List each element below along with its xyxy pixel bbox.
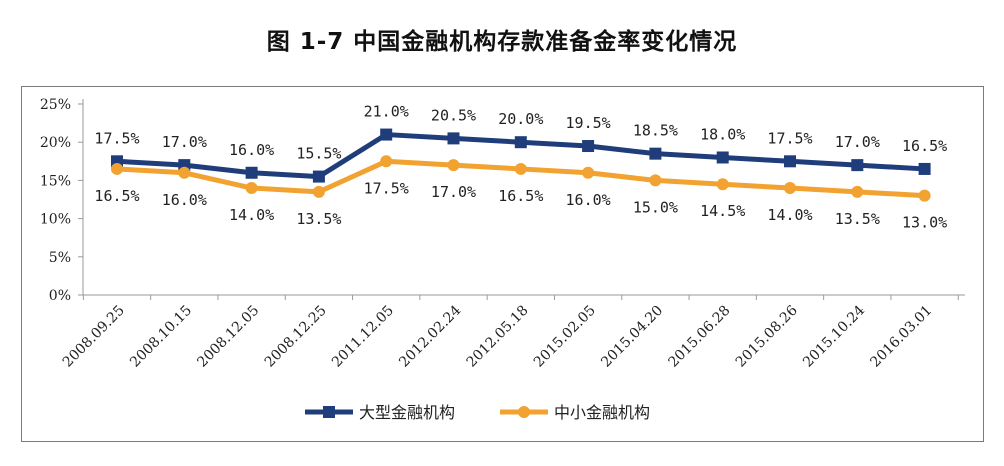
data-label: 16.5% [902, 137, 947, 155]
data-point-small [649, 174, 662, 187]
data-label: 19.5% [566, 114, 611, 132]
data-label: 18.5% [633, 122, 678, 140]
data-point-small [716, 178, 729, 191]
data-label: 16.0% [566, 191, 611, 209]
x-tick-label: 2012.05.18 [464, 303, 532, 371]
y-tick-label: 10% [40, 212, 71, 228]
x-tick-label: 2012.02.24 [396, 302, 464, 370]
data-point-small [111, 162, 123, 175]
legend-label: 大型金融机构 [359, 403, 455, 422]
data-point-small [447, 159, 460, 172]
y-tick-label: 25% [40, 97, 71, 113]
data-label: 14.0% [767, 206, 812, 224]
data-point-large [918, 162, 931, 175]
data-point-large [582, 140, 595, 153]
x-tick-label: 2015.04.20 [598, 303, 666, 371]
data-label: 13.0% [902, 214, 947, 232]
x-tick-label: 2008.12.05 [194, 303, 262, 371]
x-tick-label: 2008.12.25 [262, 303, 330, 371]
data-label: 17.5% [364, 179, 409, 197]
legend-label: 中小金融机构 [554, 403, 650, 422]
data-label: 17.0% [162, 133, 207, 151]
data-label: 15.5% [296, 145, 341, 163]
data-label: 13.5% [835, 210, 880, 228]
x-tick-label: 2016.03.01 [867, 303, 935, 371]
x-tick-label: 2011.12.05 [329, 303, 397, 371]
data-point-large [716, 151, 729, 164]
data-point-large [784, 155, 796, 168]
data-point-large [380, 128, 393, 141]
data-label: 16.0% [229, 141, 274, 159]
data-label: 13.5% [296, 210, 341, 228]
x-tick-label: 2015.08.26 [733, 302, 801, 370]
data-point-large [245, 166, 258, 179]
legend-marker-circle [518, 406, 530, 418]
data-label: 15.0% [633, 198, 678, 216]
x-tick-label: 2008.10.15 [127, 303, 195, 371]
data-point-small [380, 155, 393, 168]
data-label: 17.0% [431, 183, 476, 201]
data-point-small [784, 182, 796, 195]
data-point-large [514, 136, 527, 149]
data-label: 16.5% [498, 187, 543, 205]
x-tick-label: 2015.02.05 [531, 303, 599, 371]
data-point-large [447, 132, 460, 145]
data-label: 17.5% [767, 129, 812, 147]
y-tick-label: 5% [49, 250, 71, 266]
y-tick-label: 20% [40, 135, 71, 151]
chart-title: 图 1-7 中国金融机构存款准备金率变化情况 [266, 29, 738, 55]
data-label: 14.0% [229, 206, 274, 224]
chart-frame [21, 86, 984, 442]
data-label: 18.0% [700, 125, 745, 143]
data-point-small [245, 182, 258, 195]
data-label: 17.5% [94, 129, 139, 147]
data-label: 16.0% [162, 191, 207, 209]
y-tick-label: 15% [40, 173, 71, 189]
data-point-small [918, 189, 931, 202]
data-label: 20.5% [431, 106, 476, 124]
data-label: 14.5% [700, 202, 745, 220]
data-point-small [582, 166, 595, 179]
y-tick-label: 0% [49, 288, 71, 304]
x-tick-label: 2015.10.24 [800, 302, 868, 370]
data-label: 21.0% [364, 103, 409, 121]
data-point-small [312, 185, 325, 198]
data-point-large [312, 170, 325, 183]
data-point-small [851, 185, 864, 198]
data-label: 20.0% [498, 110, 543, 128]
data-label: 16.5% [94, 187, 139, 205]
x-tick-label: 2015.06.28 [666, 303, 734, 371]
legend-marker-square [323, 406, 335, 418]
data-label: 17.0% [835, 133, 880, 151]
x-tick-label: 2008.09.25 [60, 303, 128, 371]
data-point-large [851, 159, 864, 172]
data-point-large [649, 147, 662, 160]
data-point-small [514, 162, 527, 175]
data-point-small [178, 166, 191, 179]
